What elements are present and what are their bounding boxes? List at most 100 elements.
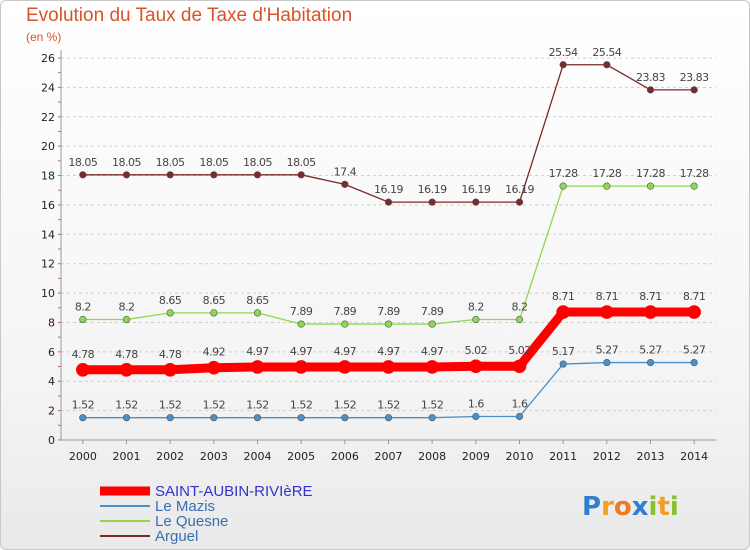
data-point [297, 320, 305, 328]
svg-text:Proxiti: Proxiti [582, 492, 679, 522]
data-label: 4.78 [115, 348, 138, 361]
data-label: 4.97 [290, 345, 313, 358]
data-point [166, 171, 174, 179]
data-label: 16.19 [418, 183, 447, 196]
data-point [472, 412, 480, 421]
data-point [687, 305, 701, 319]
data-label: 17.28 [636, 167, 665, 180]
data-point [384, 320, 393, 328]
data-label: 5.27 [596, 344, 619, 357]
x-tick-label: 2005 [287, 450, 315, 463]
data-point [119, 362, 134, 377]
data-point [428, 198, 436, 206]
series-line [82, 64, 695, 203]
data-point [603, 358, 611, 367]
data-point [515, 315, 524, 324]
x-tick-label: 2009 [462, 450, 490, 463]
data-point [512, 359, 527, 374]
y-tick-label: 14 [41, 228, 55, 241]
data-label: 5.02 [465, 344, 488, 357]
y-tick-label: 2 [48, 405, 55, 418]
data-point [294, 360, 308, 374]
data-label: 5.27 [683, 344, 706, 357]
data-point [384, 414, 393, 422]
data-point [428, 320, 436, 328]
data-point [253, 309, 262, 317]
data-label: 17.4 [334, 165, 357, 178]
data-point [341, 180, 349, 188]
data-point [253, 414, 262, 422]
data-label: 16.19 [505, 183, 534, 196]
series-lines [76, 61, 701, 422]
data-label: 8.71 [639, 290, 662, 303]
data-point [166, 414, 174, 422]
data-label: 23.83 [680, 71, 709, 84]
data-point [690, 86, 698, 94]
data-point [122, 171, 131, 179]
data-point [469, 359, 483, 374]
data-point [428, 414, 436, 422]
data-point [515, 412, 524, 421]
x-tick-label: 2013 [637, 450, 665, 463]
logo-letter: i [649, 492, 658, 522]
x-tick-label: 2011 [549, 450, 577, 463]
logo-letter: x [632, 492, 649, 522]
data-label: 1.52 [159, 399, 182, 412]
data-label: 7.89 [290, 305, 313, 318]
data-label: 16.19 [374, 183, 403, 196]
data-point [210, 309, 218, 317]
x-tick-label: 2012 [593, 450, 621, 463]
data-label: 17.28 [549, 167, 578, 180]
data-label: 5.17 [552, 345, 575, 358]
y-tick-label: 22 [41, 111, 55, 124]
data-label: 8.65 [203, 294, 226, 307]
y-tick-label: 16 [41, 199, 55, 212]
data-label: 4.97 [246, 345, 269, 358]
chart-unit: (en %) [26, 30, 62, 44]
data-label: 8.65 [159, 294, 182, 307]
data-label: 18.05 [112, 156, 141, 169]
y-tick-label: 0 [48, 434, 55, 447]
proxiti-logo: Proxiti [582, 492, 679, 522]
data-label: 8.2 [119, 301, 135, 314]
y-tick-label: 6 [48, 346, 55, 359]
data-point [341, 320, 349, 328]
data-label: 17.28 [592, 167, 621, 180]
data-point [210, 171, 218, 179]
x-tick-label: 2001 [113, 450, 141, 463]
data-label: 7.89 [334, 305, 357, 318]
y-tick-label: 8 [48, 316, 55, 329]
data-labels: 4.78 4.78 4.78 4.92 4.97 4.97 4.97 4.97 4.97 5.02… [68, 46, 709, 412]
y-tick-label: 12 [41, 258, 55, 271]
x-tick-label: 2007 [375, 450, 403, 463]
data-label: 8.2 [468, 301, 484, 314]
data-label: 1.52 [334, 399, 357, 412]
data-label: 5.02 [508, 344, 531, 357]
legend-entry: SAINT-AUBIN-RIVIèRE [155, 483, 313, 500]
legend-entry: Le Mazis [155, 498, 215, 515]
data-point [79, 315, 87, 324]
data-label: 8.2 [75, 301, 91, 314]
data-label: 25.54 [592, 46, 621, 59]
data-label: 8.71 [596, 290, 619, 303]
data-point [341, 414, 349, 422]
data-label: 4.97 [377, 345, 400, 358]
y-tick-label: 26 [41, 52, 55, 65]
y-tick-label: 4 [48, 375, 55, 388]
x-tick-label: 2010 [506, 450, 534, 463]
data-label: 8.65 [246, 294, 269, 307]
data-point [603, 61, 611, 69]
x-tick-label: 2006 [331, 450, 359, 463]
x-tick-label: 2002 [156, 450, 184, 463]
data-label: 7.89 [377, 305, 400, 318]
data-point [515, 198, 524, 206]
data-point [646, 182, 655, 190]
legend-entry: Arguel [155, 528, 198, 545]
data-label: 1.52 [421, 399, 444, 412]
data-point [384, 198, 393, 206]
x-tick-label: 2000 [69, 450, 97, 463]
data-point [643, 305, 658, 319]
data-point [690, 182, 698, 190]
data-point [163, 362, 177, 377]
